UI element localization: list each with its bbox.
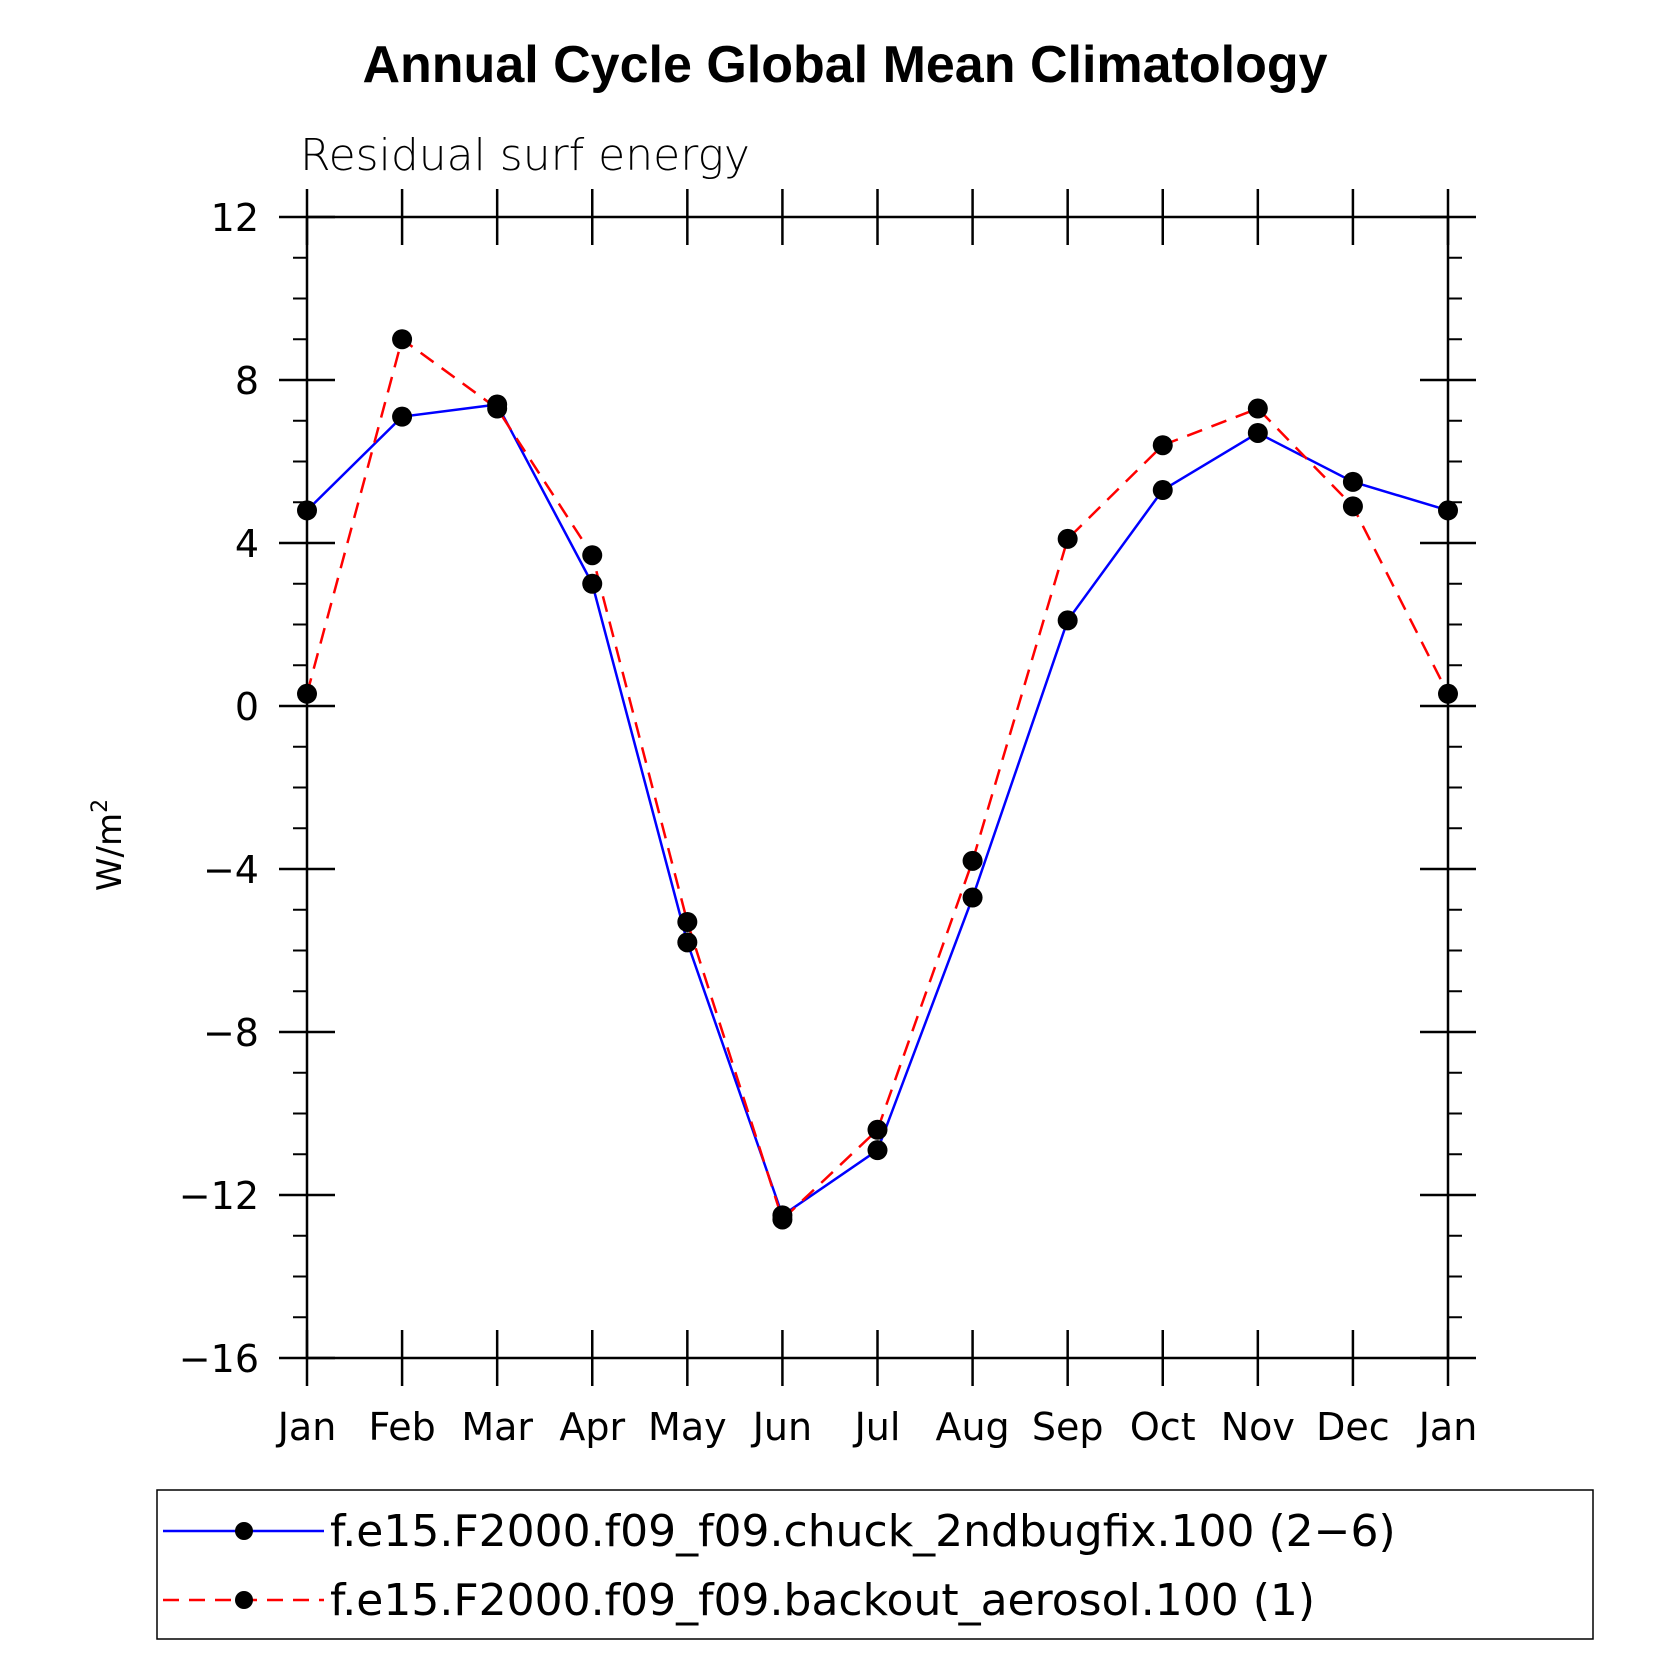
series-1-point bbox=[1247, 422, 1268, 443]
series-2-point bbox=[1057, 528, 1078, 549]
y-tick-label: 0 bbox=[235, 685, 259, 729]
legend: f.e15.F2000.f09_f09.chuck_2ndbugfix.100 … bbox=[156, 1489, 1594, 1640]
series-2-line bbox=[305, 337, 1450, 1222]
chart-title: Annual Cycle Global Mean Climatology bbox=[362, 36, 1327, 94]
x-tick-label: Nov bbox=[1221, 1405, 1295, 1449]
series-1-point bbox=[1438, 500, 1458, 521]
x-tick-label: May bbox=[648, 1405, 727, 1449]
x-tick-label: Feb bbox=[368, 1405, 435, 1449]
x-tick-label: Mar bbox=[461, 1405, 533, 1449]
series-2-point bbox=[392, 329, 413, 350]
x-tick-label: Jan bbox=[276, 1405, 337, 1449]
series-1-point bbox=[297, 500, 317, 521]
series-1-point bbox=[962, 887, 983, 908]
series-2-point bbox=[677, 911, 698, 932]
series-1-point bbox=[392, 406, 413, 427]
y-tick-label: 12 bbox=[211, 196, 259, 240]
x-tick-label: Jun bbox=[751, 1405, 812, 1449]
x-tick-label: Jan bbox=[1417, 1405, 1478, 1449]
y-tick-label: −8 bbox=[203, 1011, 259, 1055]
x-tick-label: Sep bbox=[1032, 1405, 1104, 1449]
y-axis-label-superscript: 2 bbox=[88, 799, 113, 813]
series-2-point bbox=[1247, 398, 1268, 419]
axes: 12 8 4 0 −4 −8 −12 −16 Jan Feb Mar Apr May Jun Jul Aug S… bbox=[179, 189, 1477, 1449]
legend-label-series-2: f.e15.F2000.f09_f09.backout_aerosol.100 … bbox=[330, 1575, 1315, 1626]
legend-marker-series-1 bbox=[235, 1522, 253, 1540]
series-2-point bbox=[1342, 496, 1363, 517]
chart-subtitle: Residual surf energy bbox=[300, 130, 750, 181]
y-tick-label: −12 bbox=[179, 1174, 259, 1218]
plot-frame bbox=[305, 215, 1450, 1360]
y-tick-label: −4 bbox=[203, 848, 259, 892]
series-2-point bbox=[297, 683, 317, 704]
series-2-point bbox=[962, 850, 983, 871]
series-1-point bbox=[867, 1140, 888, 1161]
series-1-line bbox=[306, 403, 1449, 1218]
series-1-point bbox=[1152, 480, 1173, 501]
series-1-point bbox=[677, 932, 698, 953]
legend-label-series-1: f.e15.F2000.f09_f09.chuck_2ndbugfix.100 … bbox=[330, 1506, 1396, 1557]
x-tick-label: Oct bbox=[1130, 1405, 1196, 1449]
x-tick-label: Dec bbox=[1316, 1405, 1390, 1449]
series-2-point bbox=[582, 545, 603, 566]
y-tick-label: −16 bbox=[179, 1337, 259, 1381]
legend-box bbox=[156, 1489, 1594, 1640]
y-tick-label: 8 bbox=[235, 359, 259, 403]
y-axis-label-text: W/m bbox=[90, 813, 130, 891]
series-layer bbox=[297, 329, 1458, 1230]
series-2-point bbox=[1152, 435, 1173, 456]
x-tick-label: Aug bbox=[935, 1405, 1009, 1449]
series-2-point bbox=[1438, 683, 1458, 704]
y-tick-label: 4 bbox=[235, 522, 259, 566]
series-2-point bbox=[772, 1209, 793, 1230]
series-2-point bbox=[487, 398, 508, 419]
x-tick-label: Apr bbox=[559, 1405, 625, 1449]
legend-marker-series-2 bbox=[235, 1591, 253, 1609]
x-tick-label: Jul bbox=[853, 1405, 901, 1449]
series-1-point bbox=[1342, 471, 1363, 492]
series-1-point bbox=[1057, 610, 1078, 631]
series-2-point bbox=[867, 1119, 888, 1140]
series-1-point bbox=[582, 573, 603, 594]
y-axis-label: W/m2 bbox=[88, 799, 130, 891]
